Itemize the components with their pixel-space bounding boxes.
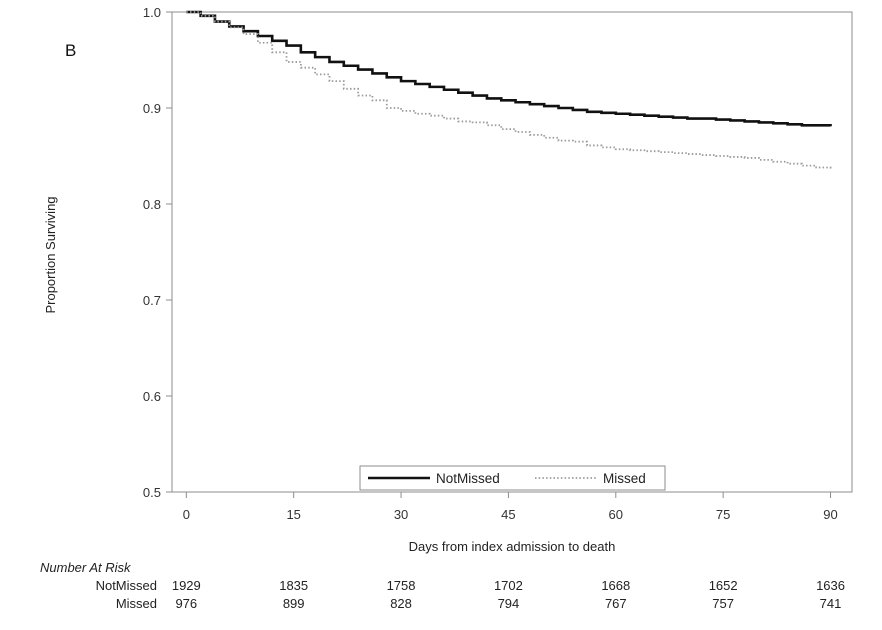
number-at-risk-title: Number At Risk	[40, 560, 132, 575]
x-tick-label: 75	[716, 507, 730, 522]
risk-value: 1702	[494, 578, 523, 593]
risk-row-label-missed: Missed	[116, 596, 157, 611]
y-tick-label: 0.9	[143, 101, 161, 116]
x-tick-label: 90	[823, 507, 837, 522]
legend: NotMissed Missed	[359, 465, 666, 491]
risk-value: 794	[498, 596, 520, 611]
x-tick-label: 0	[183, 507, 190, 522]
x-tick-label: 60	[609, 507, 623, 522]
risk-value: 1929	[172, 578, 201, 593]
y-axis: 0.5 0.6 0.7 0.8 0.9 1.0	[143, 5, 172, 500]
panel-label: B	[65, 41, 76, 60]
x-tick-label: 30	[394, 507, 408, 522]
number-at-risk-table: Number At Risk NotMissed Missed 1929 1835…	[40, 560, 845, 611]
risk-value: 1835	[279, 578, 308, 593]
x-axis-title: Days from index admission to death	[409, 539, 616, 554]
y-axis-title: Proportion Surviving	[43, 196, 58, 313]
y-tick-label: 0.7	[143, 293, 161, 308]
y-tick-label: 1.0	[143, 5, 161, 20]
risk-value: 1668	[601, 578, 630, 593]
series-line-notmissed	[186, 10, 832, 127]
risk-values: 1929 1835 1758 1702 1668 1652 1636 976 899 828 794…	[172, 578, 845, 611]
risk-value: 741	[820, 596, 842, 611]
risk-value: 1652	[709, 578, 738, 593]
risk-value: 976	[175, 596, 197, 611]
legend-label-notmissed: NotMissed	[436, 471, 500, 486]
x-tick-label: 15	[286, 507, 300, 522]
series-layer	[186, 10, 832, 169]
legend-label-missed: Missed	[603, 471, 646, 486]
risk-value: 1636	[816, 578, 845, 593]
risk-value: 757	[712, 596, 734, 611]
series-line-missed	[186, 11, 832, 169]
x-axis: 0 15 30 45 60 75 90	[183, 492, 838, 522]
y-tick-label: 0.8	[143, 197, 161, 212]
risk-value: 767	[605, 596, 627, 611]
risk-row-label-notmissed: NotMissed	[96, 578, 157, 593]
risk-value: 828	[390, 596, 412, 611]
plot-area-frame	[171, 11, 853, 493]
risk-value: 899	[283, 596, 305, 611]
x-tick-label: 45	[501, 507, 515, 522]
y-tick-label: 0.6	[143, 389, 161, 404]
y-tick-label: 0.5	[143, 485, 161, 500]
risk-value: 1758	[387, 578, 416, 593]
